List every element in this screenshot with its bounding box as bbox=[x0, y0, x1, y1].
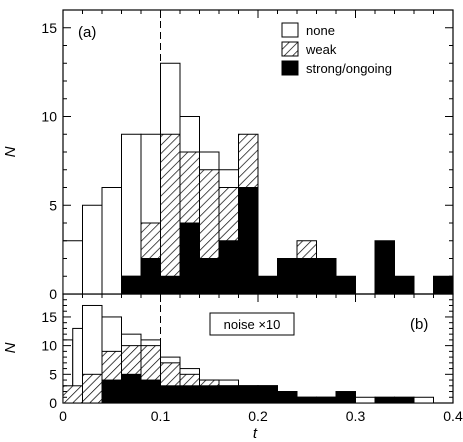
bar-a-black-10 bbox=[316, 258, 337, 295]
bar-b-black-3 bbox=[160, 385, 181, 404]
bar-b-black-10 bbox=[296, 396, 317, 404]
panel-a-ylabel: N bbox=[2, 146, 19, 157]
panel-b-ylabel: N bbox=[2, 342, 19, 353]
bar-b-empty-19 bbox=[413, 396, 434, 404]
panel-b-label: (b) bbox=[410, 316, 428, 333]
y-tick-label-b-10: 10 bbox=[41, 338, 57, 354]
bar-a-black-8 bbox=[277, 258, 298, 295]
x-tick-label-0: 0 bbox=[59, 408, 67, 424]
panel-a-ticks: 0 5 10 15 bbox=[41, 9, 454, 302]
y-tick-label-a-15: 15 bbox=[41, 20, 57, 36]
panel-a-bars bbox=[62, 62, 454, 295]
x-axis-title: t bbox=[253, 425, 258, 442]
y-tick-label-b-15: 15 bbox=[41, 309, 57, 325]
noise-annotation-box bbox=[209, 312, 295, 336]
panel-a-label: (a) bbox=[78, 24, 96, 41]
x-tick-label-4: 0.4 bbox=[443, 408, 463, 424]
legend-swatch-none bbox=[281, 22, 299, 38]
bar-b-black-4 bbox=[179, 385, 200, 404]
legend: none weak strong/ongoing bbox=[281, 22, 392, 76]
y-tick-label-b-0: 0 bbox=[49, 395, 57, 411]
bar-a-empty-2 bbox=[101, 187, 122, 295]
bar-b-black-2 bbox=[140, 379, 161, 404]
legend-label-none: none bbox=[306, 23, 335, 38]
bar-b-black-5 bbox=[199, 385, 220, 404]
bar-b-black-8 bbox=[257, 385, 278, 404]
bar-a-black-13 bbox=[374, 240, 395, 295]
y-tick-label-a-10: 10 bbox=[41, 109, 57, 125]
legend-label-strong: strong/ongoing bbox=[306, 61, 392, 76]
bar-a-black-4 bbox=[199, 258, 220, 295]
bar-a-black-2 bbox=[160, 275, 181, 295]
bar-b-black-14 bbox=[374, 396, 395, 404]
bar-a-black-9 bbox=[296, 258, 317, 295]
legend-swatch-strong bbox=[281, 60, 299, 76]
bar-a-black-3 bbox=[179, 222, 200, 295]
panel-b-bars bbox=[62, 304, 434, 404]
bar-b-empty-16 bbox=[355, 396, 376, 404]
bar-b-black-11 bbox=[316, 396, 337, 404]
bar-a-empty-0 bbox=[62, 240, 83, 295]
bar-a-black-5 bbox=[218, 240, 239, 295]
bar-b-black-0 bbox=[101, 379, 122, 404]
bar-a-black-16 bbox=[433, 275, 454, 295]
bar-b-hatched-0 bbox=[62, 385, 83, 404]
panel-b: 0 5 10 15 noise ×10 (b) N 0 0.1 0.2 0.3 0.4 t bbox=[2, 293, 463, 442]
bar-b-black-9 bbox=[277, 391, 298, 404]
panel-b-ticks: 0 5 10 15 bbox=[41, 293, 454, 411]
bar-b-black-7 bbox=[238, 385, 259, 404]
bar-b-black-12 bbox=[335, 391, 356, 404]
panel-a: 0 5 10 15 (a) N none weak strong/ongoing bbox=[2, 9, 454, 302]
x-tick-label-2: 0.2 bbox=[248, 408, 268, 424]
x-tick-label-3: 0.3 bbox=[346, 408, 366, 424]
legend-swatch-weak bbox=[281, 41, 299, 57]
noise-annotation: noise ×10 bbox=[224, 317, 281, 332]
bar-b-black-15 bbox=[394, 396, 415, 404]
bar-a-black-14 bbox=[394, 275, 415, 295]
x-tick-label-1: 0.1 bbox=[151, 408, 171, 424]
x-tick-labels: 0 0.1 0.2 0.3 0.4 bbox=[59, 408, 463, 424]
y-tick-label-a-5: 5 bbox=[49, 197, 57, 213]
bar-b-black-1 bbox=[121, 373, 142, 404]
bar-a-black-11 bbox=[335, 275, 356, 295]
bar-b-hatched-1 bbox=[82, 373, 103, 404]
bar-a-hatched-2 bbox=[160, 133, 181, 295]
legend-label-weak: weak bbox=[305, 42, 337, 57]
bar-a-empty-1 bbox=[82, 204, 103, 295]
bar-a-black-7 bbox=[257, 275, 278, 295]
bar-a-black-6 bbox=[238, 187, 259, 295]
bar-b-black-6 bbox=[218, 385, 239, 404]
bar-a-black-1 bbox=[140, 258, 161, 295]
y-tick-label-b-5: 5 bbox=[49, 366, 57, 382]
bar-a-empty-3 bbox=[121, 133, 142, 295]
bar-a-black-0 bbox=[121, 275, 142, 295]
y-tick-label-a-0: 0 bbox=[49, 286, 57, 302]
